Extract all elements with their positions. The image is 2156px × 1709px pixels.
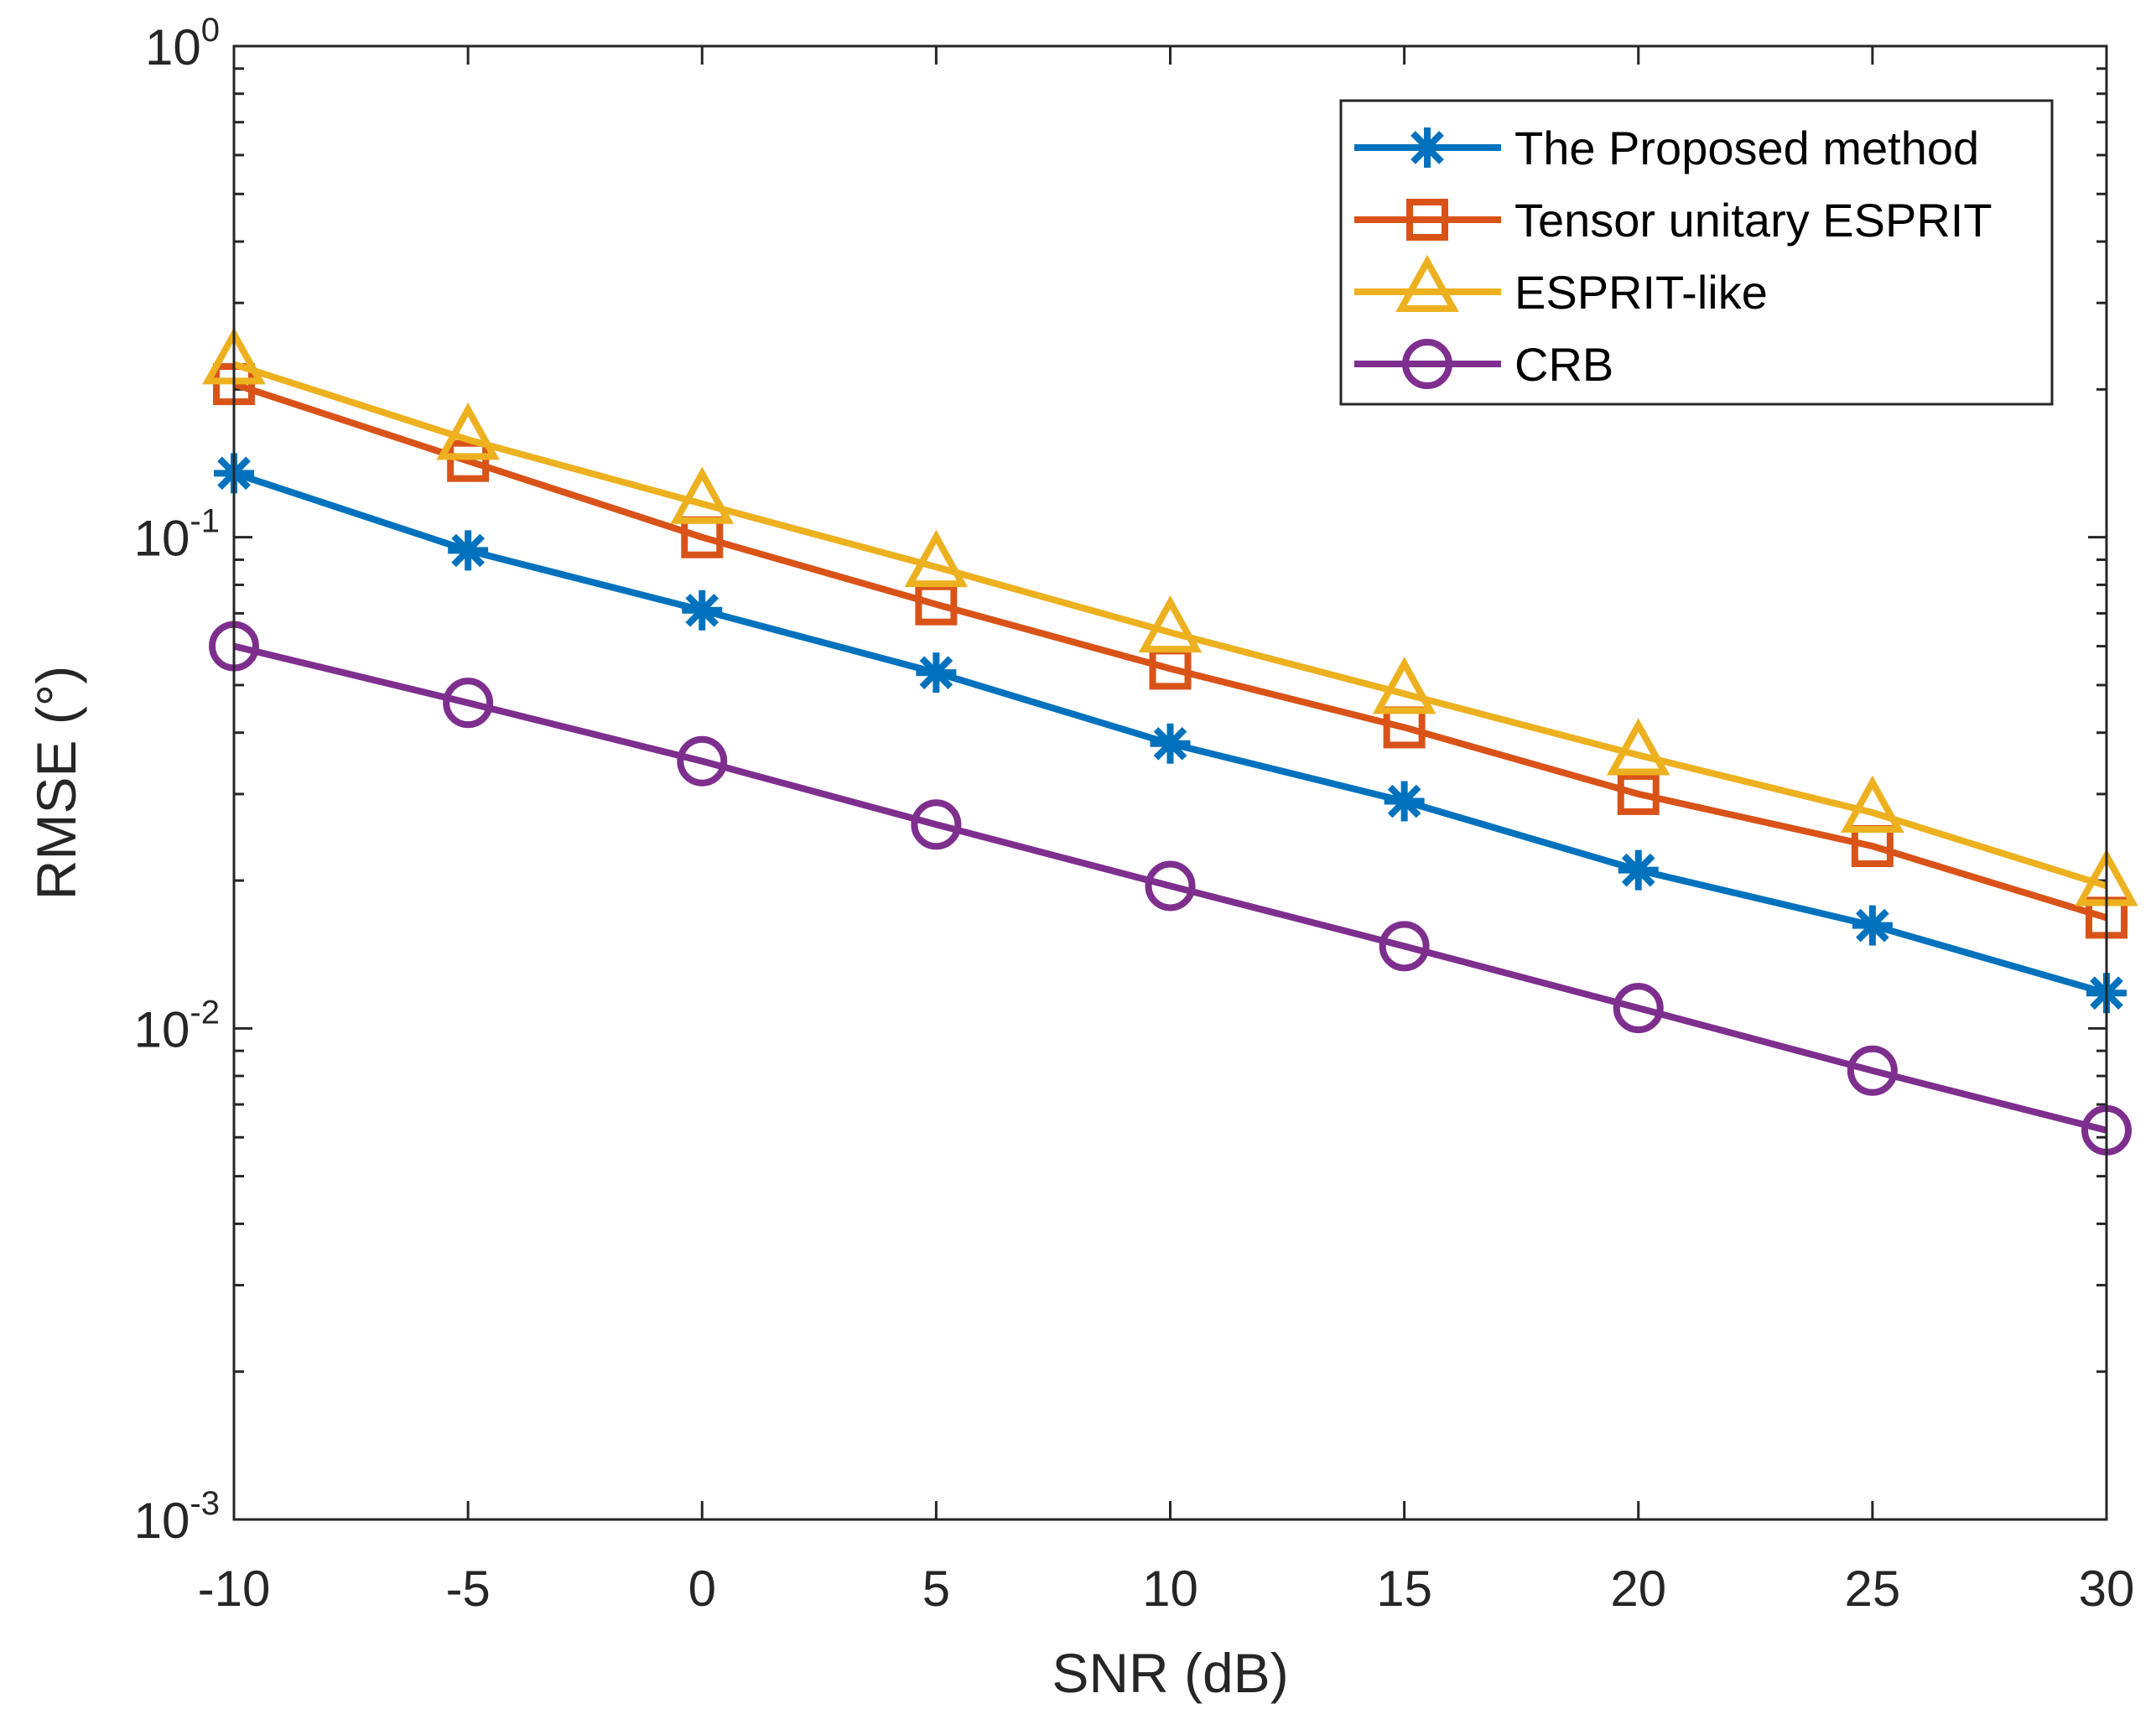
legend-box bbox=[1339, 99, 2054, 406]
data-point-circle bbox=[1379, 921, 1430, 972]
y-tick-exponent: 0 bbox=[201, 12, 220, 49]
data-point-circle bbox=[443, 678, 494, 729]
legend-label: Tensor unitary ESPRIT bbox=[1514, 194, 1992, 247]
data-point-triangle bbox=[1841, 775, 1904, 834]
data-point-circle bbox=[911, 799, 962, 850]
data-point-triangle bbox=[1138, 595, 1203, 653]
y-tick-base: 10 bbox=[134, 1001, 190, 1057]
x-tick-labels: -10 -5 0 5 10 15 20 25 30 bbox=[198, 1561, 2135, 1617]
x-tick-label: 20 bbox=[1610, 1561, 1666, 1617]
y-tick-exponent: -2 bbox=[190, 994, 220, 1031]
x-tick-label: 5 bbox=[922, 1561, 950, 1617]
x-tick-label: 15 bbox=[1376, 1561, 1432, 1617]
legend: The Proposed method Tensor unitary ESPRIT… bbox=[1339, 99, 2054, 406]
data-point-square bbox=[1406, 199, 1448, 241]
legend-label: ESPRIT-like bbox=[1514, 266, 1768, 319]
data-point-asterisk bbox=[1407, 127, 1447, 168]
data-point-circle bbox=[1847, 1045, 1898, 1096]
legend-entry: Tensor unitary ESPRIT bbox=[1354, 194, 1992, 247]
y-tick-exponent: -3 bbox=[190, 1485, 220, 1522]
data-point-asterisk bbox=[1852, 905, 1893, 946]
y-tick-base: 10 bbox=[134, 511, 190, 567]
x-tick-label: 10 bbox=[1142, 1561, 1198, 1617]
y-tick-label: 100 bbox=[145, 12, 220, 75]
x-tick-label: 30 bbox=[2079, 1561, 2135, 1617]
x-tick-label: -10 bbox=[198, 1561, 271, 1617]
y-tick-label: 10-3 bbox=[134, 1485, 220, 1549]
x-tick-label: -5 bbox=[445, 1561, 490, 1617]
legend-label: CRB bbox=[1514, 338, 1613, 391]
legend-entries: The Proposed method Tensor unitary ESPRIT… bbox=[1354, 122, 1992, 391]
data-point-square bbox=[1617, 772, 1660, 815]
data-point-asterisk bbox=[916, 652, 957, 693]
y-axis-title: RMSE (°) bbox=[25, 666, 87, 900]
data-point-triangle bbox=[904, 529, 969, 588]
data-point-asterisk bbox=[448, 530, 489, 571]
data-point-triangle bbox=[436, 403, 500, 460]
data-point-asterisk bbox=[682, 590, 723, 631]
series-layer bbox=[202, 327, 2138, 1156]
data-point-circle bbox=[677, 735, 728, 787]
series-circle bbox=[209, 621, 2132, 1156]
y-tick-base: 10 bbox=[134, 1493, 190, 1549]
y-tick-exponent: -1 bbox=[190, 503, 220, 540]
data-point-circle bbox=[1613, 983, 1664, 1034]
series-line bbox=[232, 361, 2108, 890]
data-point-asterisk bbox=[1618, 849, 1659, 891]
x-tick-label: 25 bbox=[1845, 1561, 1901, 1617]
data-point-circle bbox=[1145, 860, 1196, 912]
legend-entry: The Proposed method bbox=[1354, 122, 1979, 174]
x-axis-title: SNR (dB) bbox=[1052, 1642, 1288, 1704]
series-line bbox=[232, 381, 2108, 922]
series-line bbox=[233, 642, 2107, 1134]
data-point-triangle bbox=[1372, 657, 1436, 714]
y-tick-base: 10 bbox=[145, 19, 201, 75]
legend-entry: ESPRIT-like bbox=[1354, 254, 1768, 319]
data-point-asterisk bbox=[1150, 723, 1191, 764]
data-point-triangle bbox=[1606, 718, 1670, 776]
x-tick-label: 0 bbox=[688, 1561, 716, 1617]
series-triangle bbox=[202, 327, 2138, 906]
data-point-square bbox=[447, 439, 490, 482]
plot-frame bbox=[232, 44, 2108, 1521]
y-tick-label: 10-2 bbox=[134, 994, 220, 1057]
data-point-triangle bbox=[1395, 254, 1459, 312]
legend-label: The Proposed method bbox=[1514, 122, 1979, 174]
data-point-triangle bbox=[670, 466, 735, 524]
legend-entry: CRB bbox=[1354, 338, 1613, 391]
y-tick-label: 10-1 bbox=[134, 503, 220, 567]
data-point-asterisk bbox=[1384, 781, 1425, 822]
data-point-circle bbox=[1402, 339, 1452, 389]
